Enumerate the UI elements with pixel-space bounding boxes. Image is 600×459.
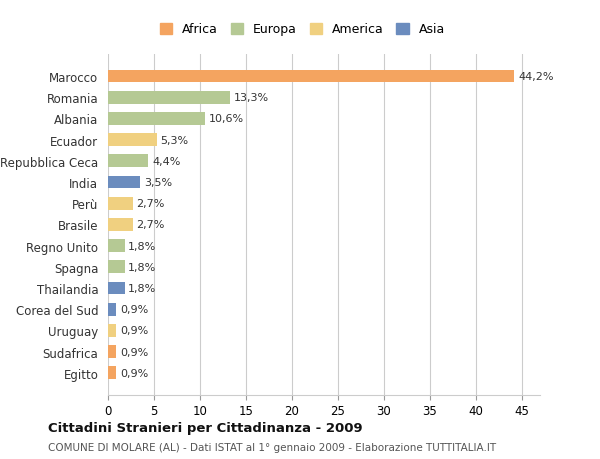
Text: 0,9%: 0,9% <box>120 326 148 336</box>
Text: 1,8%: 1,8% <box>128 262 157 272</box>
Text: 3,5%: 3,5% <box>144 178 172 188</box>
Text: COMUNE DI MOLARE (AL) - Dati ISTAT al 1° gennaio 2009 - Elaborazione TUTTITALIA.: COMUNE DI MOLARE (AL) - Dati ISTAT al 1°… <box>48 442 496 452</box>
Text: 2,7%: 2,7% <box>136 199 165 209</box>
Bar <box>108 71 514 83</box>
Bar <box>108 92 230 104</box>
Bar <box>108 261 125 274</box>
Text: 0,9%: 0,9% <box>120 347 148 357</box>
Text: 4,4%: 4,4% <box>152 157 181 167</box>
Bar <box>108 325 116 337</box>
Bar <box>108 346 116 358</box>
Text: 5,3%: 5,3% <box>160 135 188 146</box>
Text: 44,2%: 44,2% <box>518 72 553 82</box>
Text: 10,6%: 10,6% <box>209 114 244 124</box>
Bar <box>108 197 133 210</box>
Bar <box>108 218 133 231</box>
Bar <box>108 134 157 147</box>
Text: 13,3%: 13,3% <box>234 93 269 103</box>
Bar <box>108 240 125 252</box>
Bar <box>108 113 205 125</box>
Text: Cittadini Stranieri per Cittadinanza - 2009: Cittadini Stranieri per Cittadinanza - 2… <box>48 421 362 435</box>
Bar <box>108 367 116 379</box>
Text: 1,8%: 1,8% <box>128 241 157 251</box>
Bar <box>108 155 148 168</box>
Bar <box>108 282 125 295</box>
Text: 0,9%: 0,9% <box>120 304 148 314</box>
Bar <box>108 303 116 316</box>
Text: 2,7%: 2,7% <box>136 220 165 230</box>
Text: 1,8%: 1,8% <box>128 283 157 293</box>
Bar <box>108 176 140 189</box>
Text: 0,9%: 0,9% <box>120 368 148 378</box>
Legend: Africa, Europa, America, Asia: Africa, Europa, America, Asia <box>154 17 451 43</box>
